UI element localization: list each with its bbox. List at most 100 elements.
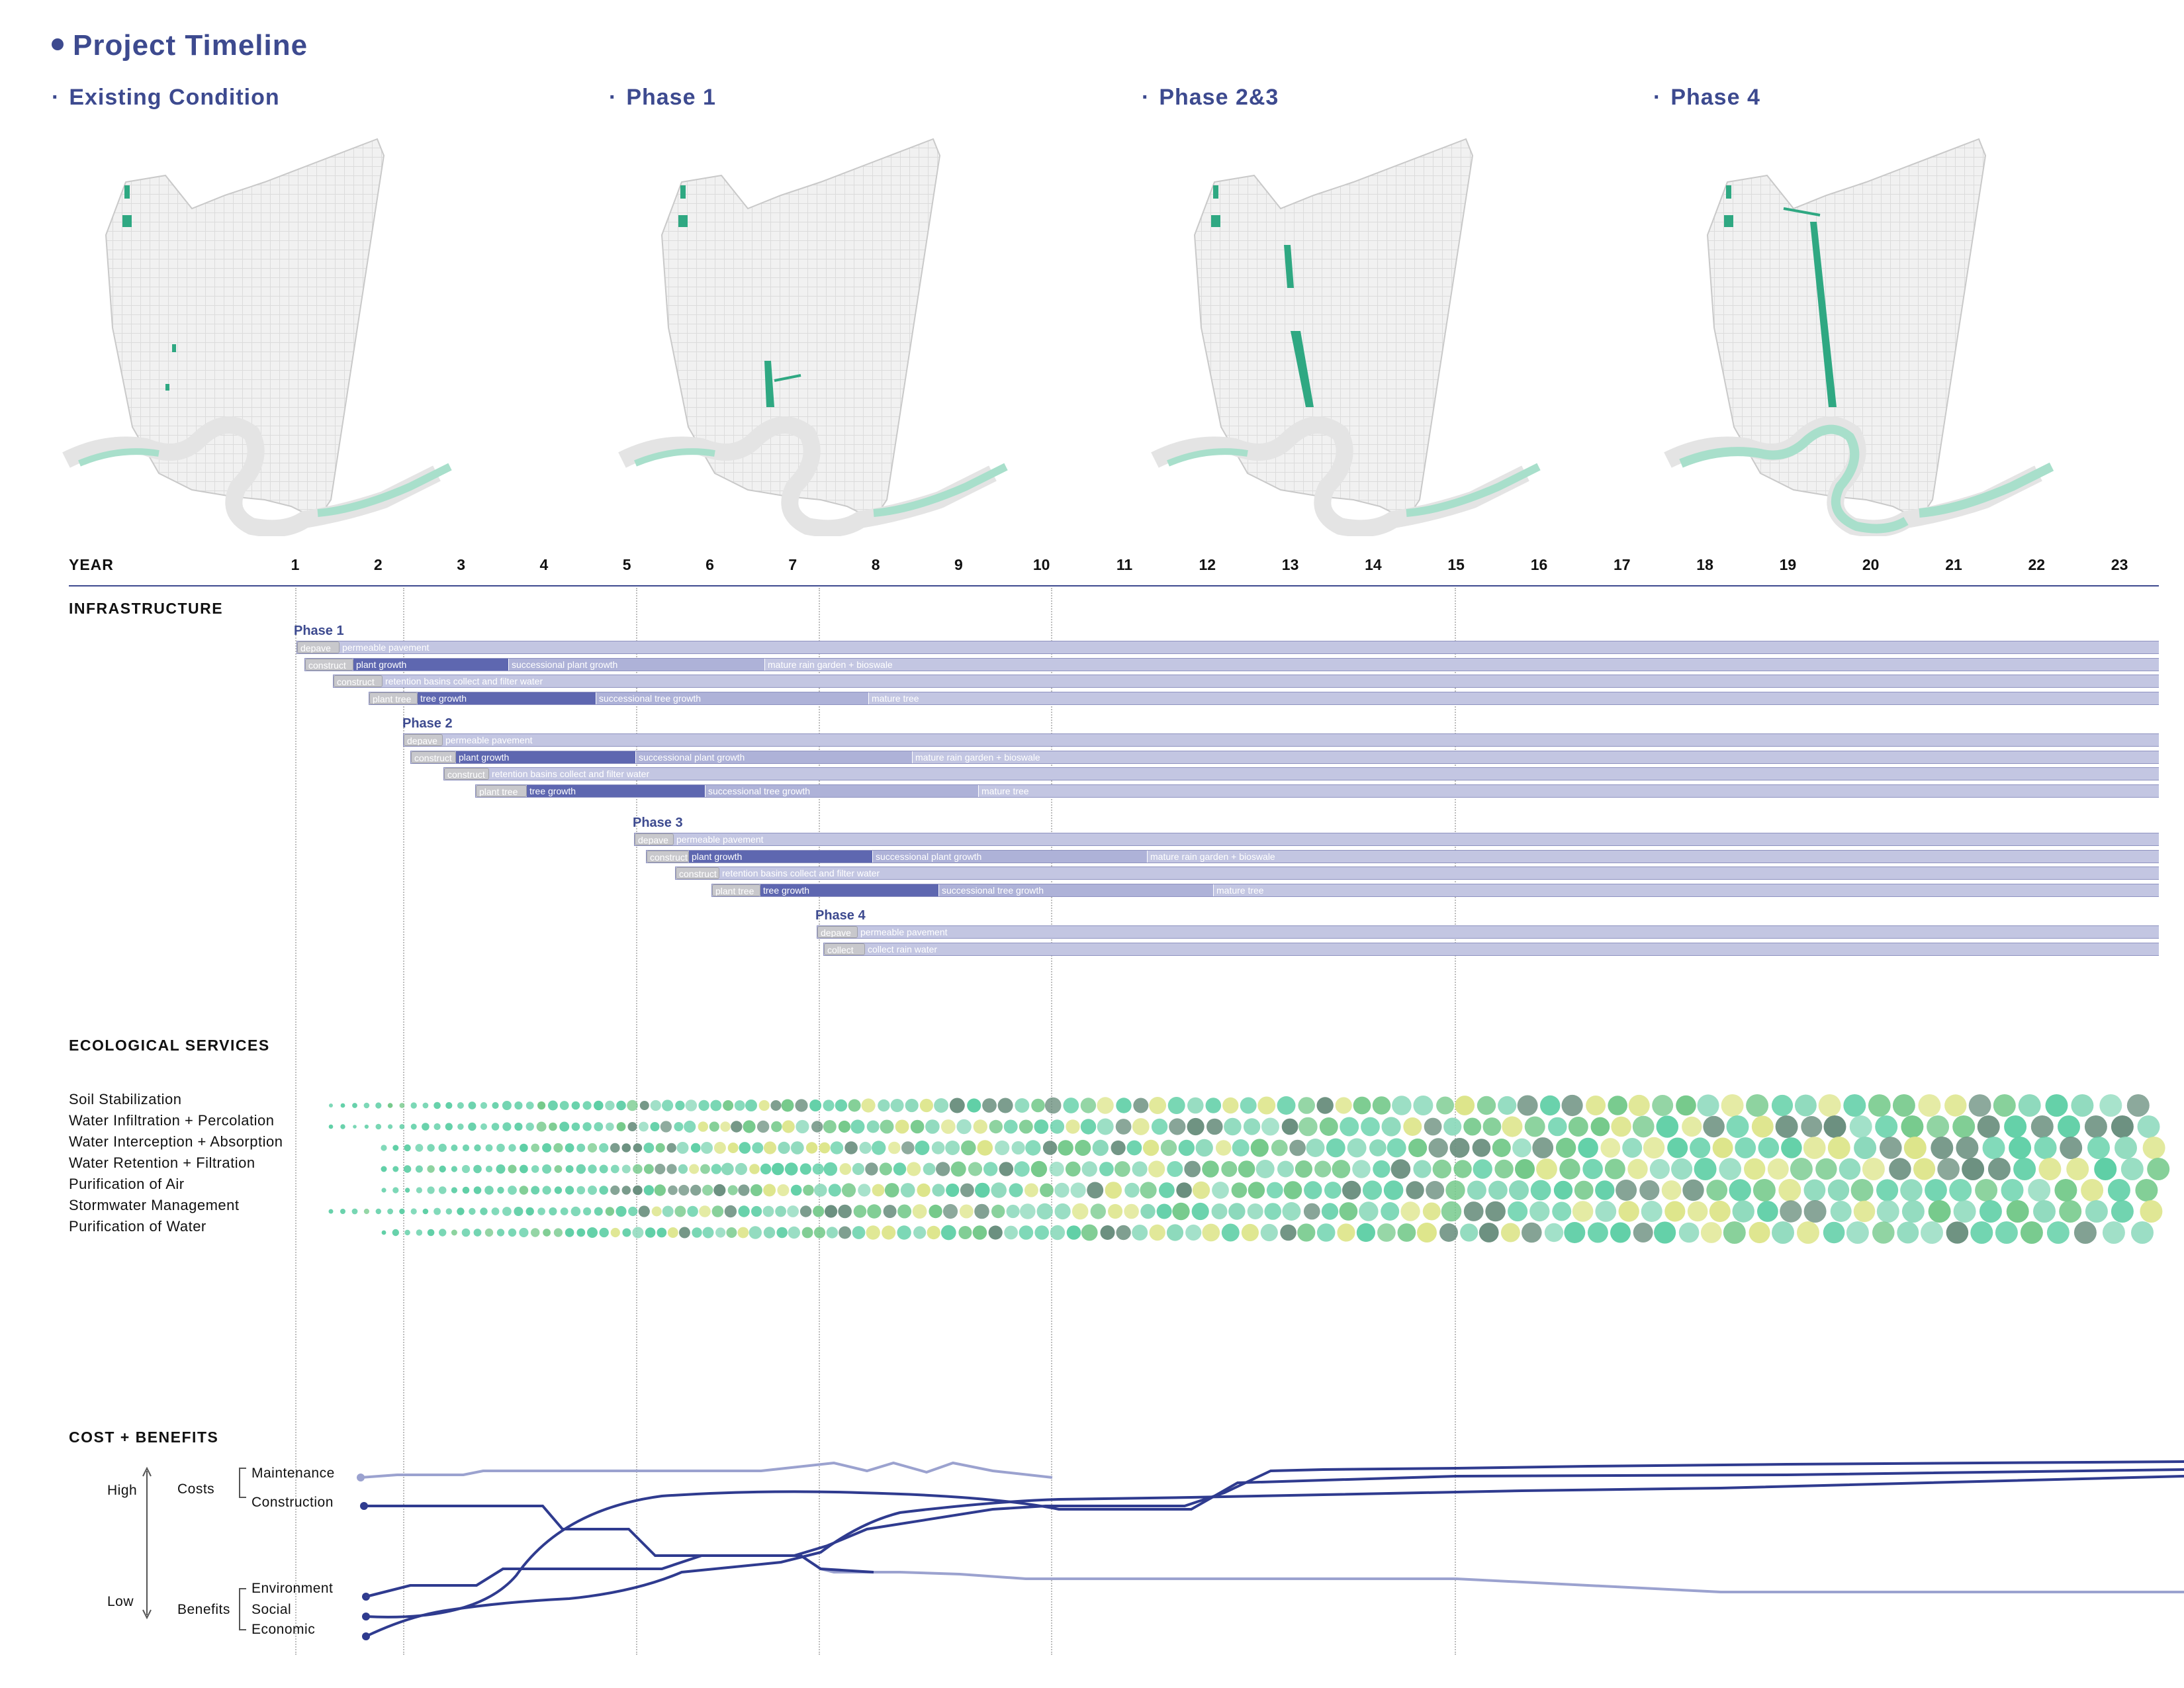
service-dot bbox=[838, 1204, 852, 1219]
service-dot bbox=[537, 1101, 546, 1110]
service-dot bbox=[1034, 1119, 1049, 1134]
gantt-bar: depave permeable pavement bbox=[296, 641, 2160, 654]
green-patch bbox=[122, 215, 132, 227]
service-dot bbox=[583, 1207, 592, 1216]
service-dot bbox=[1946, 1221, 1969, 1244]
service-dot bbox=[2060, 1137, 2083, 1159]
service-dot bbox=[702, 1227, 714, 1239]
gantt-segment: permeable pavement bbox=[858, 926, 2160, 938]
service-dot bbox=[599, 1227, 609, 1238]
service-dot bbox=[1445, 1180, 1465, 1200]
phase-header-label: Phase 1 bbox=[626, 85, 716, 110]
year-tick: 2 bbox=[373, 556, 383, 573]
service-dot bbox=[977, 1140, 993, 1156]
service-dot bbox=[616, 1122, 626, 1131]
service-dot bbox=[445, 1123, 453, 1131]
service-dot bbox=[2038, 1158, 2062, 1180]
service-dot bbox=[422, 1123, 430, 1131]
service-dot bbox=[1449, 1138, 1470, 1158]
costs-bracket bbox=[239, 1468, 246, 1498]
service-dot bbox=[375, 1208, 381, 1215]
service-dot bbox=[823, 1162, 838, 1176]
service-dot bbox=[2140, 1200, 2163, 1223]
service-dot bbox=[587, 1143, 598, 1153]
service-dot bbox=[907, 1162, 921, 1176]
service-dot bbox=[848, 1099, 861, 1112]
service-dot bbox=[975, 1182, 990, 1198]
service-dot bbox=[1191, 1202, 1209, 1221]
service-dot bbox=[439, 1165, 446, 1173]
service-dot bbox=[404, 1188, 410, 1193]
service-dot bbox=[622, 1228, 631, 1237]
service-dot bbox=[1595, 1180, 1615, 1200]
service-dot bbox=[415, 1165, 423, 1173]
social-label: Social bbox=[251, 1602, 292, 1617]
arrow-down-icon bbox=[142, 1609, 152, 1620]
service-dot bbox=[1682, 1116, 1702, 1137]
service-dot bbox=[1187, 1097, 1204, 1114]
service-dot bbox=[1532, 1137, 1554, 1158]
service-dot bbox=[1815, 1158, 1837, 1180]
service-dot bbox=[462, 1144, 470, 1152]
gantt-bar: plant tree tree growth successional tree g… bbox=[711, 884, 2160, 897]
service-dot bbox=[427, 1165, 435, 1173]
service-dot bbox=[633, 1143, 643, 1152]
service-dot bbox=[484, 1186, 494, 1195]
service-dot bbox=[723, 1100, 734, 1111]
service-dot bbox=[895, 1119, 909, 1134]
service-dot bbox=[559, 1101, 569, 1110]
service-dot bbox=[1632, 1115, 1655, 1138]
service-dot bbox=[1778, 1179, 1801, 1201]
service-dot bbox=[643, 1164, 654, 1174]
gantt-segment: mature rain garden + bioswale bbox=[765, 659, 2160, 671]
service-dot bbox=[2111, 1200, 2134, 1223]
service-label: Water Interception + Absorption bbox=[69, 1133, 283, 1150]
service-dot bbox=[1529, 1201, 1550, 1222]
service-dot bbox=[576, 1228, 586, 1237]
service-dot bbox=[1424, 1117, 1442, 1136]
service-dot bbox=[1463, 1117, 1482, 1136]
service-dot bbox=[2034, 1137, 2057, 1159]
service-dot bbox=[381, 1188, 387, 1193]
service-dot bbox=[1949, 1179, 1972, 1201]
year-tick: 19 bbox=[1779, 556, 1797, 573]
service-dot bbox=[439, 1229, 447, 1237]
green-corridor bbox=[774, 374, 801, 382]
service-dot bbox=[559, 1121, 570, 1132]
service-dot bbox=[610, 1164, 619, 1174]
service-dot bbox=[1298, 1097, 1315, 1114]
gantt-segment: collect rain water bbox=[865, 943, 2160, 955]
service-dot bbox=[1880, 1137, 1902, 1159]
service-dot bbox=[2028, 1179, 2051, 1201]
service-dot bbox=[1295, 1160, 1312, 1178]
service-dot bbox=[1178, 1139, 1195, 1156]
service-dot bbox=[1441, 1201, 1462, 1222]
environment-line-early bbox=[365, 1554, 874, 1598]
service-dot bbox=[900, 1183, 915, 1197]
service-dot bbox=[738, 1184, 750, 1196]
service-dot bbox=[685, 1100, 698, 1111]
service-dot bbox=[553, 1228, 563, 1237]
maintenance-label: Maintenance bbox=[251, 1466, 335, 1481]
service-dot bbox=[1169, 1118, 1186, 1135]
gantt-segment: plant tree bbox=[712, 884, 760, 896]
service-dot bbox=[991, 1182, 1007, 1198]
service-dot bbox=[410, 1123, 417, 1130]
service-dot bbox=[351, 1208, 358, 1215]
service-dot bbox=[565, 1143, 574, 1152]
service-dot bbox=[838, 1120, 850, 1133]
service-dot bbox=[1020, 1203, 1036, 1219]
service-dot bbox=[787, 1205, 799, 1217]
service-dot bbox=[1508, 1201, 1528, 1222]
service-dot bbox=[2081, 1179, 2104, 1201]
green-patch bbox=[1213, 185, 1218, 199]
gantt-segment: construct bbox=[411, 751, 456, 763]
river-edge bbox=[1679, 424, 1909, 534]
service-dot bbox=[1024, 1183, 1038, 1197]
map-existing bbox=[66, 139, 452, 528]
service-dot bbox=[1509, 1180, 1529, 1200]
service-dot bbox=[940, 1225, 956, 1241]
river-edge bbox=[1406, 463, 1541, 517]
service-dot bbox=[2018, 1094, 2041, 1117]
service-dot bbox=[1316, 1097, 1334, 1114]
